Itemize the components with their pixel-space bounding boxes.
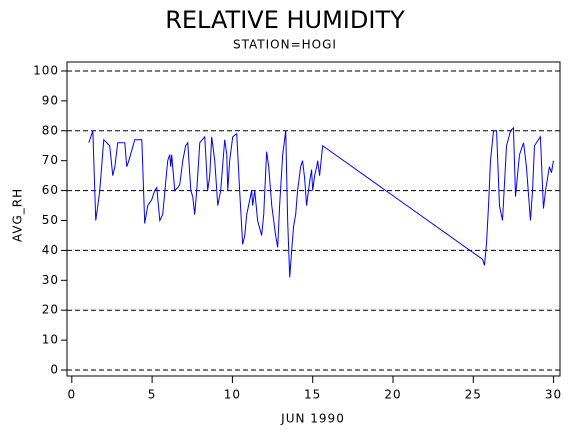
x-tick-label: 30 <box>545 388 562 402</box>
x-tick-label: 10 <box>224 388 241 402</box>
chart-title: RELATIVE HUMIDITY <box>165 6 405 34</box>
data-line <box>88 126 554 278</box>
chart-subtitle: STATION=HOGI <box>233 38 337 52</box>
y-tick-label: 30 <box>42 273 59 287</box>
y-tick-label: 10 <box>42 333 59 347</box>
y-tick-label: 70 <box>42 153 59 167</box>
y-tick-label: 90 <box>42 93 59 107</box>
x-tick-label: 25 <box>465 388 482 402</box>
y-tick-label: 0 <box>50 363 59 377</box>
y-tick-label: 80 <box>42 123 59 137</box>
y-tick-label: 50 <box>42 213 59 227</box>
y-tick-label: 60 <box>42 183 59 197</box>
y-tick-label: 20 <box>42 303 59 317</box>
x-tick-label: 20 <box>384 388 401 402</box>
y-tick-label: 100 <box>33 63 59 77</box>
y-tick-label: 40 <box>42 243 59 257</box>
x-axis-label: JUN 1990 <box>280 412 345 426</box>
plot-frame <box>66 61 561 377</box>
y-axis-label: AVG_RH <box>11 188 25 242</box>
x-tick-label: 0 <box>67 388 76 402</box>
x-tick-label: 5 <box>148 388 157 402</box>
x-tick-label: 15 <box>304 388 321 402</box>
